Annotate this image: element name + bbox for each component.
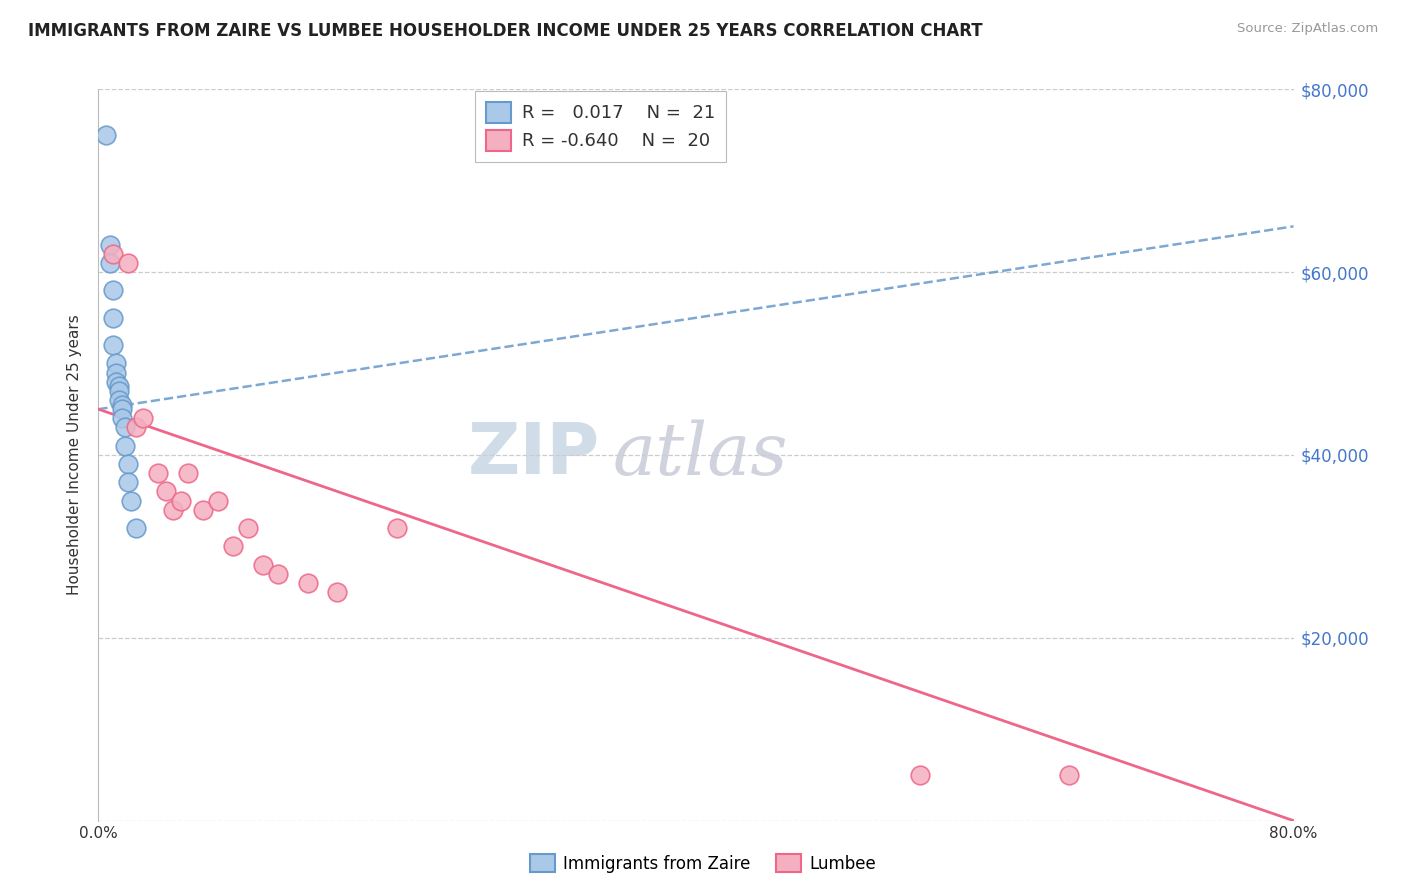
Point [114,439,136,453]
Point [177,466,200,480]
Point [120,493,142,508]
Point [103,246,125,260]
Point [94,128,117,142]
Text: atlas: atlas [613,419,787,491]
Point [105,356,128,370]
Point [111,398,134,412]
Point [111,402,134,417]
Point [385,521,409,535]
Point [908,768,931,782]
Point [103,338,125,352]
Point [155,484,177,499]
Point [236,521,259,535]
Point [125,521,148,535]
Point [114,420,136,434]
Point [125,420,148,434]
Point [326,585,349,599]
Text: ZIP: ZIP [468,420,600,490]
Point [117,256,139,270]
Point [297,576,319,591]
Point [169,493,191,508]
Legend: R =   0.017    N =  21, R = -0.640    N =  20: R = 0.017 N = 21, R = -0.640 N = 20 [475,91,725,161]
Legend: Immigrants from Zaire, Lumbee: Immigrants from Zaire, Lumbee [523,847,883,880]
Point [207,493,229,508]
Point [98,237,122,252]
Point [108,379,131,393]
Point [105,366,128,380]
Point [103,310,125,325]
Point [103,283,125,297]
Point [132,411,155,425]
Point [162,502,184,516]
Point [111,411,134,425]
Point [1059,768,1081,782]
Text: Source: ZipAtlas.com: Source: ZipAtlas.com [1237,22,1378,36]
Point [117,475,139,490]
Point [252,558,274,572]
Point [108,392,131,407]
Point [105,375,128,389]
Point [267,566,290,581]
Point [117,457,139,471]
Point [98,256,122,270]
Y-axis label: Householder Income Under 25 years: Householder Income Under 25 years [67,315,83,595]
Text: IMMIGRANTS FROM ZAIRE VS LUMBEE HOUSEHOLDER INCOME UNDER 25 YEARS CORRELATION CH: IMMIGRANTS FROM ZAIRE VS LUMBEE HOUSEHOL… [28,22,983,40]
Point [222,539,245,553]
Point [148,466,170,480]
Point [191,502,214,516]
Point [108,384,131,398]
